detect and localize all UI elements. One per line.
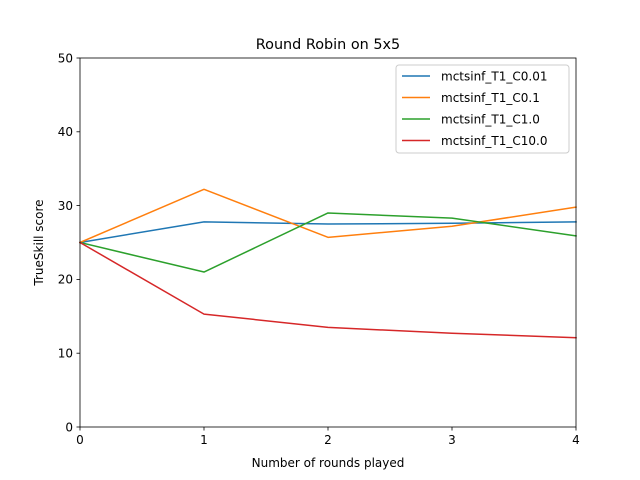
- series-line-2: [79, 212, 577, 273]
- x-tick-label-0: 0: [76, 433, 84, 447]
- y-tick-label-5: 50: [58, 51, 73, 65]
- plot-lines: [78, 188, 577, 339]
- series-line-0: [79, 221, 577, 244]
- y-tick-label-3: 30: [58, 199, 73, 213]
- series-line-1: [79, 188, 577, 244]
- legend: mctsinf_T1_C0.01 mctsinf_T1_C0.1 mctsinf_T…: [395, 64, 570, 154]
- legend-box: [395, 64, 570, 154]
- x-axis-ticks: 0 1 2 3 4: [76, 427, 580, 447]
- y-tick-label-0: 0: [65, 420, 73, 434]
- y-axis-label: TrueSkill score: [32, 199, 46, 286]
- legend-label-2: mctsinf_T1_C1.0: [441, 112, 540, 126]
- legend-label-1: mctsinf_T1_C0.1: [441, 91, 540, 105]
- y-tick-label-4: 40: [58, 125, 73, 139]
- legend-label-0: mctsinf_T1_C0.01: [441, 69, 547, 83]
- series-line-3: [78, 241, 577, 339]
- chart-title: Round Robin on 5x5: [256, 37, 400, 53]
- x-tick-label-3: 3: [448, 433, 456, 447]
- y-tick-label-1: 10: [58, 347, 73, 361]
- x-tick-label-1: 1: [200, 433, 208, 447]
- legend-label-3: mctsinf_T1_C10.0: [441, 134, 547, 148]
- y-tick-label-2: 20: [58, 273, 73, 287]
- plot-frame: [79, 57, 577, 428]
- x-axis-label: Number of rounds played: [252, 456, 405, 470]
- x-tick-label-2: 2: [324, 433, 332, 447]
- y-axis-ticks: 0 10 20 30 40 50: [58, 51, 80, 434]
- x-tick-label-4: 4: [572, 433, 580, 447]
